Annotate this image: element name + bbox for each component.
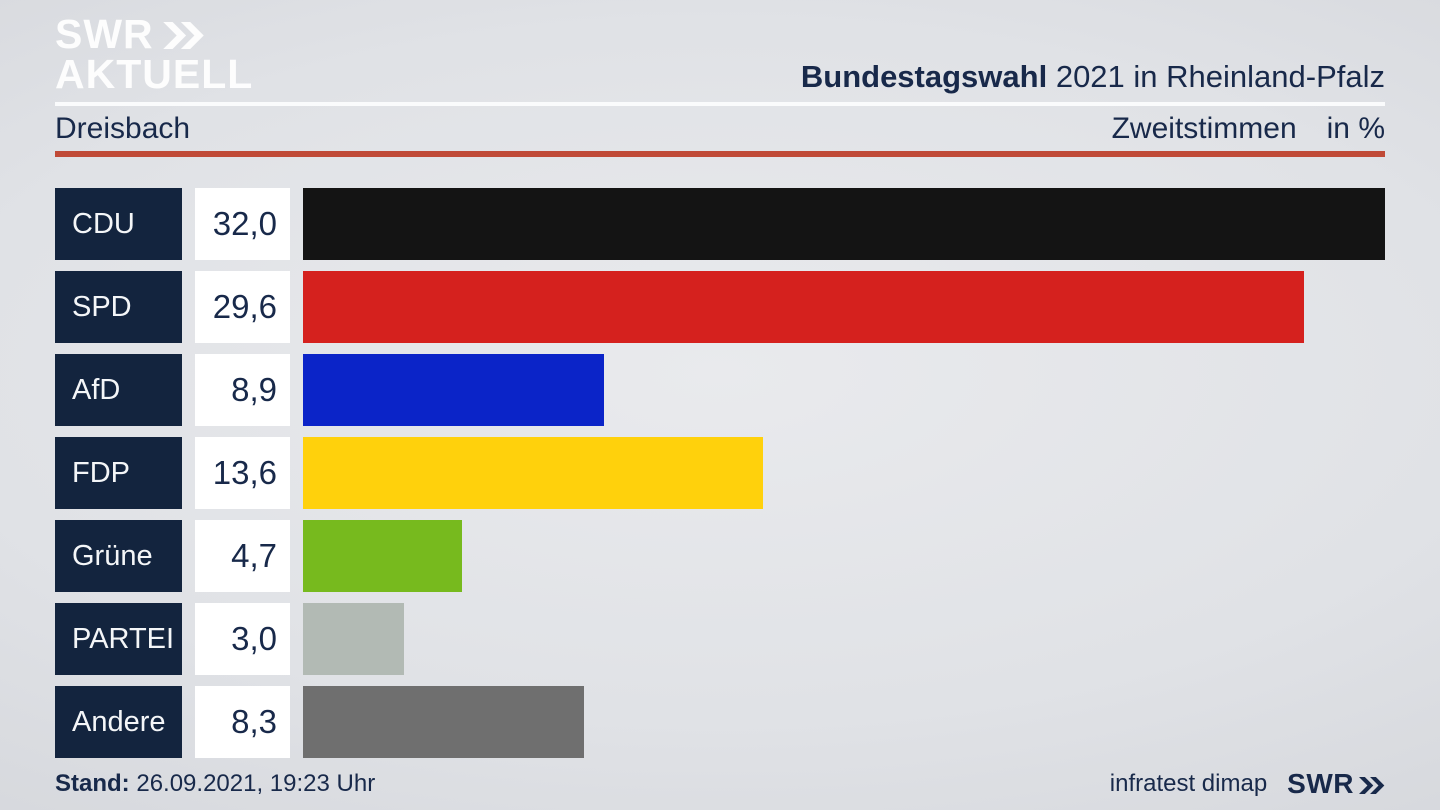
party-value: 32,0: [195, 188, 290, 260]
party-label: CDU: [55, 188, 182, 260]
double-chevron-icon: [1359, 776, 1385, 794]
swr-logo: SWR: [1287, 768, 1385, 800]
stand-value: 26.09.2021, 19:23 Uhr: [136, 770, 376, 797]
bar-track: [303, 188, 1385, 260]
source-credit: infratest dimap: [1109, 770, 1268, 797]
vote-type-label: Zweitstimmen in %: [1112, 108, 1385, 150]
chart-row: PARTEI 3,0: [55, 603, 1385, 675]
bar-track: [303, 520, 1385, 592]
party-value: 8,3: [195, 686, 290, 758]
title-bold: Bundestagswahl: [800, 59, 1048, 94]
party-label: SPD: [55, 271, 182, 343]
party-value: 29,6: [195, 271, 290, 343]
chart-row: FDP 13,6: [55, 437, 1385, 509]
party-value: 8,9: [195, 354, 290, 426]
party-bar: [303, 188, 1385, 260]
bar-track: [303, 603, 1385, 675]
party-label: PARTEI: [55, 603, 182, 675]
party-label: Grüne: [55, 520, 182, 592]
chart-rows: CDU 32,0 SPD 29,6 AfD 8,9 FDP 13,6 Grüne: [55, 188, 1385, 769]
unit-text: in %: [1326, 112, 1385, 145]
chart-row: AfD 8,9: [55, 354, 1385, 426]
party-value: 4,7: [195, 520, 290, 592]
bar-track: [303, 354, 1385, 426]
party-label: Andere: [55, 686, 182, 758]
party-bar: [303, 354, 604, 426]
credits: infratest dimap SWR: [1110, 768, 1385, 800]
stand-label: Stand:: [55, 770, 130, 797]
double-chevron-icon: [162, 21, 204, 49]
vote-type-text: Zweitstimmen: [1111, 112, 1297, 145]
separator-white: [55, 102, 1385, 106]
swr-logo-text: SWR: [1287, 768, 1354, 799]
swr-aktuell-logo: SWR AKTUELL: [55, 11, 1385, 97]
party-bar: [303, 271, 1304, 343]
logo-text-swr: SWR: [55, 11, 154, 57]
bar-track: [303, 271, 1385, 343]
party-value: 3,0: [195, 603, 290, 675]
party-bar: [303, 520, 462, 592]
logo-text-aktuell: AKTUELL: [55, 51, 254, 97]
timestamp: Stand: 26.09.2021, 19:23 Uhr: [55, 770, 375, 798]
title-rest: 2021 in Rheinland-Pfalz: [1055, 59, 1385, 94]
party-label: AfD: [55, 354, 182, 426]
party-bar: [303, 603, 405, 675]
party-bar: [303, 437, 763, 509]
chart-row: Andere 8,3: [55, 686, 1385, 758]
party-bar: [303, 686, 584, 758]
page-title: Bundestagswahl 2021 in Rheinland-Pfalz: [55, 58, 1385, 96]
chart-row: CDU 32,0: [55, 188, 1385, 260]
party-value: 13,6: [195, 437, 290, 509]
chart-row: SPD 29,6: [55, 271, 1385, 343]
chart-row: Grüne 4,7: [55, 520, 1385, 592]
bar-track: [303, 437, 1385, 509]
separator-red: [55, 151, 1385, 157]
region-title: Dreisbach: [55, 112, 191, 145]
bar-track: [303, 686, 1385, 758]
party-label: FDP: [55, 437, 182, 509]
